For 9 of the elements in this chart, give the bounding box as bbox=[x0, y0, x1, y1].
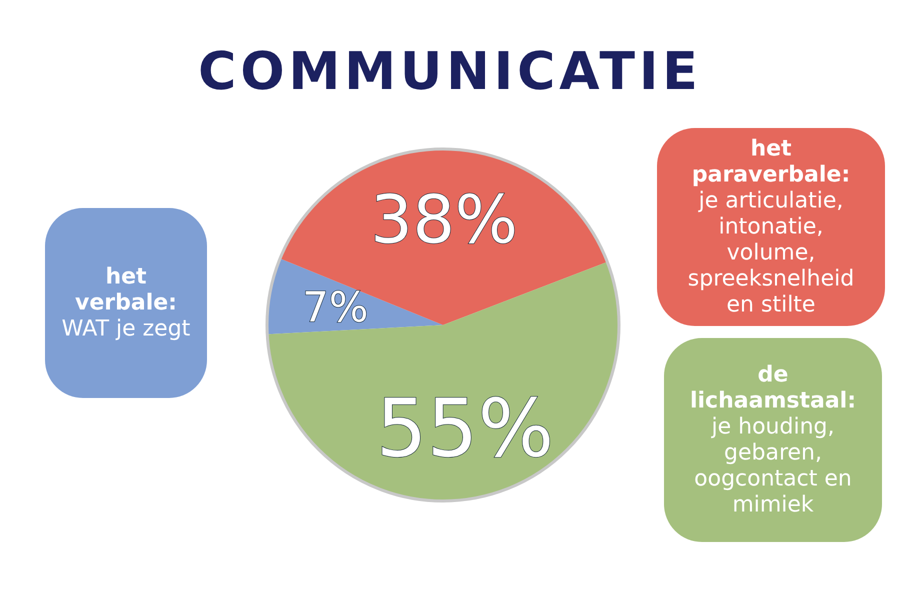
pie-slice bbox=[267, 262, 619, 501]
data-label: 7% bbox=[302, 282, 368, 332]
data-label: 38% bbox=[370, 180, 518, 258]
slice-label: het verbale: WAT je zegt bbox=[62, 264, 191, 342]
chart-title: COMMUNICATIE bbox=[198, 42, 702, 102]
pie-slice bbox=[280, 149, 608, 325]
data-label: 55% bbox=[376, 382, 554, 475]
slice-label: het paraverbale: je articulatie, intonatie, volume, spreeksnelheid en stilte bbox=[688, 136, 854, 318]
slice-label: de lichaamstaal: je houding, gebaren, oogcontact en mimiek bbox=[690, 362, 856, 518]
